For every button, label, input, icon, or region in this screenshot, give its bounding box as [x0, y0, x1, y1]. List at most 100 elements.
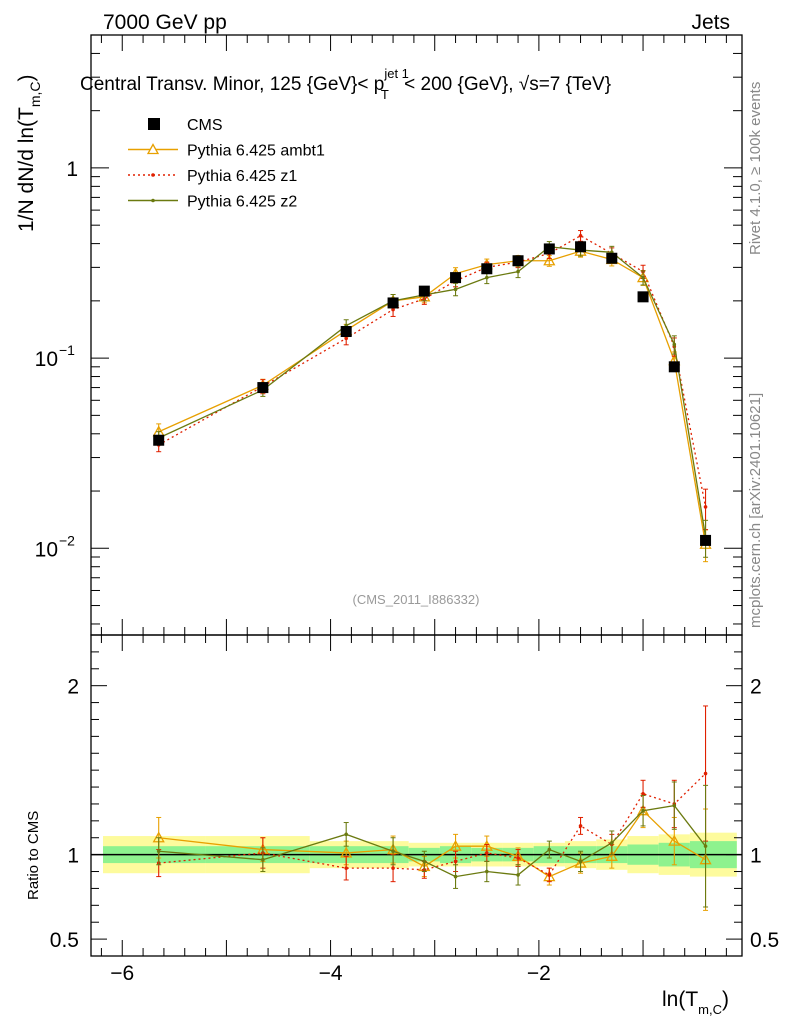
cms-point: [257, 382, 269, 394]
title-main: Central Transv. Minor, 125 {GeV}< p: [80, 74, 384, 95]
cms-point: [450, 272, 462, 284]
z2-ratio-point: [422, 859, 427, 864]
cms-point: [575, 241, 587, 253]
z2-ratio-point: [610, 841, 614, 845]
z2-point: [672, 342, 677, 347]
legend-entry: Pythia 6.425 z1: [128, 168, 297, 185]
z1-ratio-point: [516, 856, 520, 860]
z2-ratio-point: [516, 873, 520, 877]
y-tick-exponent: −1: [59, 342, 75, 358]
ambt1-point: [543, 254, 556, 266]
ratio-y-tick-label-right: 2: [750, 676, 762, 699]
z2-ratio-point: [485, 869, 489, 874]
z2-ratio-point: [156, 849, 161, 854]
x-axis-label: ln(Tm,C): [662, 988, 729, 1017]
ambt1-ratio-point: [449, 839, 462, 851]
series-line-ambt1: [158, 250, 707, 545]
title-sub: T: [381, 87, 389, 102]
z1-ratio-point: [703, 771, 708, 776]
legend-marker-square: [148, 118, 160, 130]
series-layer: [152, 230, 712, 911]
y-axis-label: 1/N dN/d ln(Tm,C): [15, 74, 43, 232]
legend-label: CMS: [187, 117, 223, 134]
ratio-frame: [90, 634, 743, 957]
z2-ratio-point: [703, 844, 708, 848]
chart-title: Central Transv. Minor, 125 {GeV}< pjet 1…: [80, 66, 611, 102]
title-tail: < 200 {GeV}, √s=7 {TeV}: [399, 74, 611, 95]
cms-point: [153, 434, 165, 446]
z1-ratio-point: [453, 859, 458, 864]
cms-point: [512, 255, 524, 267]
ratio-y-tick-label: 2: [67, 676, 79, 699]
legend-marker-dot: [151, 198, 155, 203]
ambt1-ratio-point: [668, 834, 681, 846]
axes-layer: −6 −4 −210 −210 −110.5 0.51 12 2: [35, 34, 779, 985]
z1-point: [344, 336, 348, 341]
ratio-y-tick-label-right: 0.5: [750, 929, 779, 952]
y-tick-label: 10: [35, 348, 58, 371]
z2-ratio-point: [547, 847, 552, 852]
cms-point: [543, 243, 555, 255]
x-tick-label: −2: [527, 962, 551, 985]
ratio-y-tick-label-right: 1: [750, 845, 762, 868]
legend-entry: Pythia 6.425 ambt1: [128, 143, 325, 160]
cms-point: [700, 534, 712, 546]
cms-point: [637, 291, 649, 303]
header-right: Jets: [691, 11, 730, 34]
z2-ratio-point: [672, 803, 677, 808]
legend-marker-dot: [151, 173, 155, 177]
analysis-watermark: (CMS_2011_I886332): [353, 592, 480, 607]
z2-ratio-point: [578, 859, 583, 864]
z1-ratio-point: [547, 873, 552, 877]
ratio-y-label: Ratio to CMS: [25, 811, 42, 900]
y-tick-label: 1: [66, 158, 78, 181]
z1-ratio-point: [641, 792, 645, 796]
xlabel-sub: m,C: [698, 1002, 722, 1017]
z2-ratio-point: [344, 832, 348, 837]
legend-marker-triangle: [146, 143, 160, 155]
x-tick-label: −4: [319, 962, 343, 985]
header-left: 7000 GeV pp: [103, 11, 227, 34]
z2-point: [453, 287, 458, 292]
cms-point: [340, 326, 352, 338]
legend-entry: Pythia 6.425 z2: [128, 194, 297, 211]
mcplots-label: mcplots.cern.ch [arXiv:2401.10621]: [747, 393, 764, 628]
cms-point: [481, 263, 493, 275]
x-tick-label: −6: [110, 962, 134, 985]
legend-entry: CMS: [148, 117, 223, 134]
title-sup: jet 1: [383, 66, 409, 81]
xlabel-main: ln(T: [662, 988, 698, 1011]
y-tick-exponent: −2: [59, 532, 75, 548]
legend: CMS Pythia 6.425 ambt1 Pythia 6.425 z1 Pyth…: [128, 117, 325, 211]
z1-ratio-point: [391, 866, 395, 870]
ratio-y-tick-label: 1: [67, 845, 79, 868]
z1-point: [578, 233, 583, 238]
ratio-y-tick-label: 0.5: [50, 929, 79, 952]
z1-ratio-point: [578, 824, 583, 828]
xlabel-close: ): [722, 988, 729, 1011]
z2-point: [641, 275, 645, 280]
z1-point: [391, 307, 395, 312]
z1-ratio-point: [344, 866, 348, 870]
y-tick-label: 10: [35, 538, 58, 561]
z2-ratio-point: [391, 849, 395, 854]
z1-ratio-point: [485, 851, 489, 855]
series-line-z2-ratio: [158, 804, 707, 878]
cms-point: [606, 252, 618, 264]
z2-ratio-point: [453, 874, 458, 879]
z2-point: [516, 269, 520, 274]
series-line-z1: [158, 234, 707, 508]
z2-point: [485, 275, 489, 280]
cms-point: [387, 297, 399, 309]
legend-label: Pythia 6.425 z2: [187, 194, 297, 211]
z2-ratio-point: [641, 808, 645, 813]
z1-point: [703, 505, 708, 509]
series-line-ambt1-ratio: [158, 809, 706, 878]
ylabel-sub: m,C: [27, 81, 43, 107]
cms-point: [418, 285, 430, 297]
ylabel-main: 1/N dN/d ln(T: [15, 107, 38, 232]
legend-label: Pythia 6.425 z1: [187, 168, 297, 185]
legend-label: Pythia 6.425 ambt1: [187, 143, 325, 160]
rivet-label: Rivet 4.1.0, ≥ 100k events: [747, 82, 764, 255]
